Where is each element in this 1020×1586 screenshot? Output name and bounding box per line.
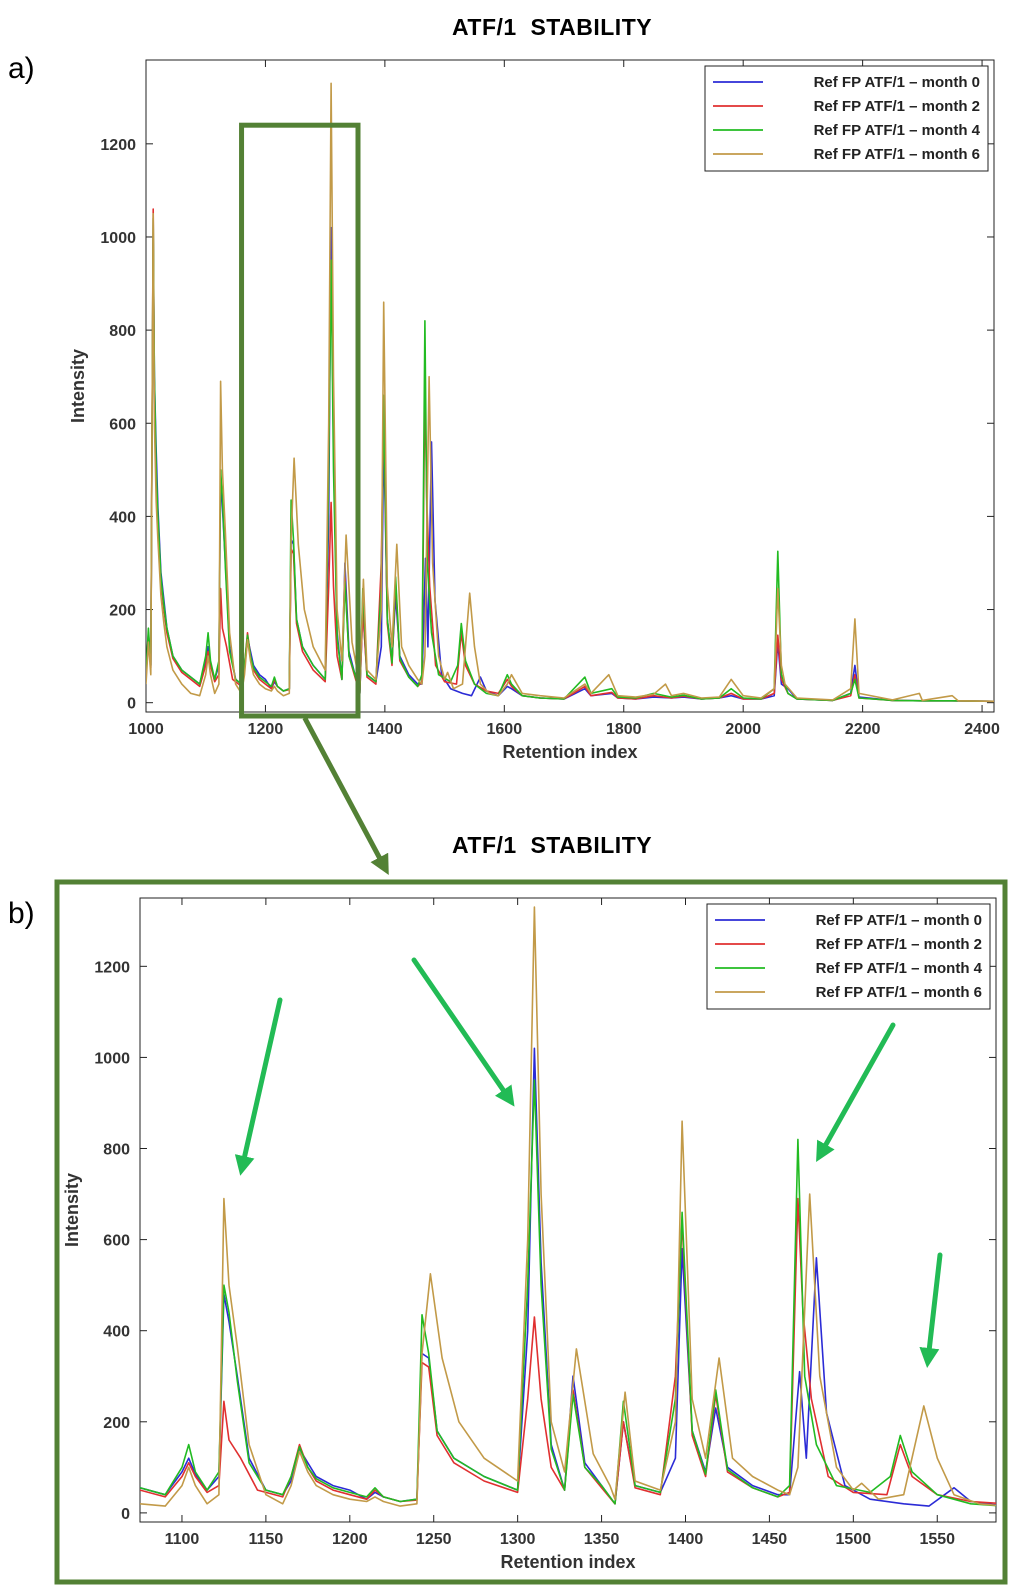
annotations — [54, 122, 1008, 1585]
x-tick-label: 1150 — [249, 1531, 284, 1548]
x-tick-label: 1100 — [165, 1531, 200, 1548]
legend-entry: Ref FP ATF/1 – month 2 — [816, 936, 982, 953]
y-tick-label: 1200 — [100, 137, 136, 154]
arrow-peak-1310 — [411, 957, 515, 1107]
series-line-month-4 — [140, 1079, 996, 1507]
y-tick-label: 200 — [109, 603, 136, 620]
panel-a-label: a) — [8, 52, 35, 85]
legend-entry: Ref FP ATF/1 – month 4 — [814, 122, 981, 139]
chart-a: 1000 1200 1400 1600 1800 2000 2200 2400 0 200 400 6… — [68, 59, 1000, 762]
x-tick-label: 1400 — [367, 721, 403, 738]
chart-b: 1100 1150 1200 1250 1300 1350 1400 1450 1500 1550… — [62, 897, 997, 1572]
y-tick-label: 400 — [109, 509, 136, 526]
x-axis-label: Retention index — [502, 742, 637, 762]
arrow-peak-1125 — [234, 997, 283, 1176]
y-tick-label: 1000 — [100, 230, 136, 247]
series-line-month-6 — [146, 82, 994, 703]
legend-entry: Ref FP ATF/1 – month 4 — [816, 960, 983, 977]
x-tick-label: 1350 — [584, 1531, 620, 1548]
legend-entry: Ref FP ATF/1 – month 6 — [816, 984, 982, 1001]
y-axis-label: Intensity — [68, 349, 88, 423]
legend-entry: Ref FP ATF/1 – month 0 — [816, 912, 982, 929]
y-tick-label: 1200 — [94, 959, 130, 976]
panel-b-title: ATF/1 STABILITY — [452, 832, 653, 858]
y-tick-label: 0 — [127, 696, 136, 713]
x-tick-label: 1450 — [752, 1531, 788, 1548]
x-tick-label: 2000 — [725, 721, 761, 738]
x-tick-label: 1500 — [836, 1531, 872, 1548]
y-tick-label: 600 — [109, 416, 136, 433]
legend-entry: Ref FP ATF/1 – month 2 — [814, 98, 980, 115]
zoom-connector-arrow — [302, 716, 389, 876]
arrow-peak-1542 — [919, 1252, 943, 1368]
y-tick-label: 800 — [109, 323, 136, 340]
series-line-month-6 — [140, 906, 996, 1507]
panel-b-frame — [54, 879, 1008, 1585]
y-tick-label: 400 — [103, 1324, 130, 1341]
zoom-region-box — [239, 122, 361, 719]
x-axis-label: Retention index — [500, 1552, 635, 1572]
legend-entry: Ref FP ATF/1 – month 0 — [814, 74, 980, 91]
y-tick-label: 800 — [103, 1142, 130, 1159]
arrow-peak-1470 — [816, 1022, 896, 1162]
x-tick-label: 1400 — [668, 1531, 704, 1548]
legend-entry: Ref FP ATF/1 – month 6 — [814, 146, 980, 163]
x-tick-label: 1250 — [416, 1531, 452, 1548]
series-line-month-4 — [146, 217, 994, 703]
x-tick-label: 2200 — [845, 721, 881, 738]
y-tick-label: 600 — [103, 1233, 130, 1250]
y-axis-label: Intensity — [62, 1173, 82, 1247]
x-tick-label: 2400 — [964, 721, 1000, 738]
y-tick-label: 1000 — [94, 1050, 130, 1067]
x-tick-label: 1800 — [606, 721, 642, 738]
x-tick-label: 1550 — [919, 1531, 955, 1548]
x-tick-label: 1000 — [128, 721, 164, 738]
series-line-month-0 — [140, 1047, 996, 1507]
y-tick-label: 200 — [103, 1415, 130, 1432]
panel-b-label: b) — [8, 897, 35, 930]
y-tick-label: 0 — [121, 1506, 130, 1523]
x-tick-label: 1200 — [248, 721, 284, 738]
x-tick-label: 1200 — [332, 1531, 368, 1548]
x-tick-label: 1300 — [500, 1531, 536, 1548]
panel-a-title: ATF/1 STABILITY — [452, 14, 653, 40]
x-tick-label: 1600 — [487, 721, 523, 738]
